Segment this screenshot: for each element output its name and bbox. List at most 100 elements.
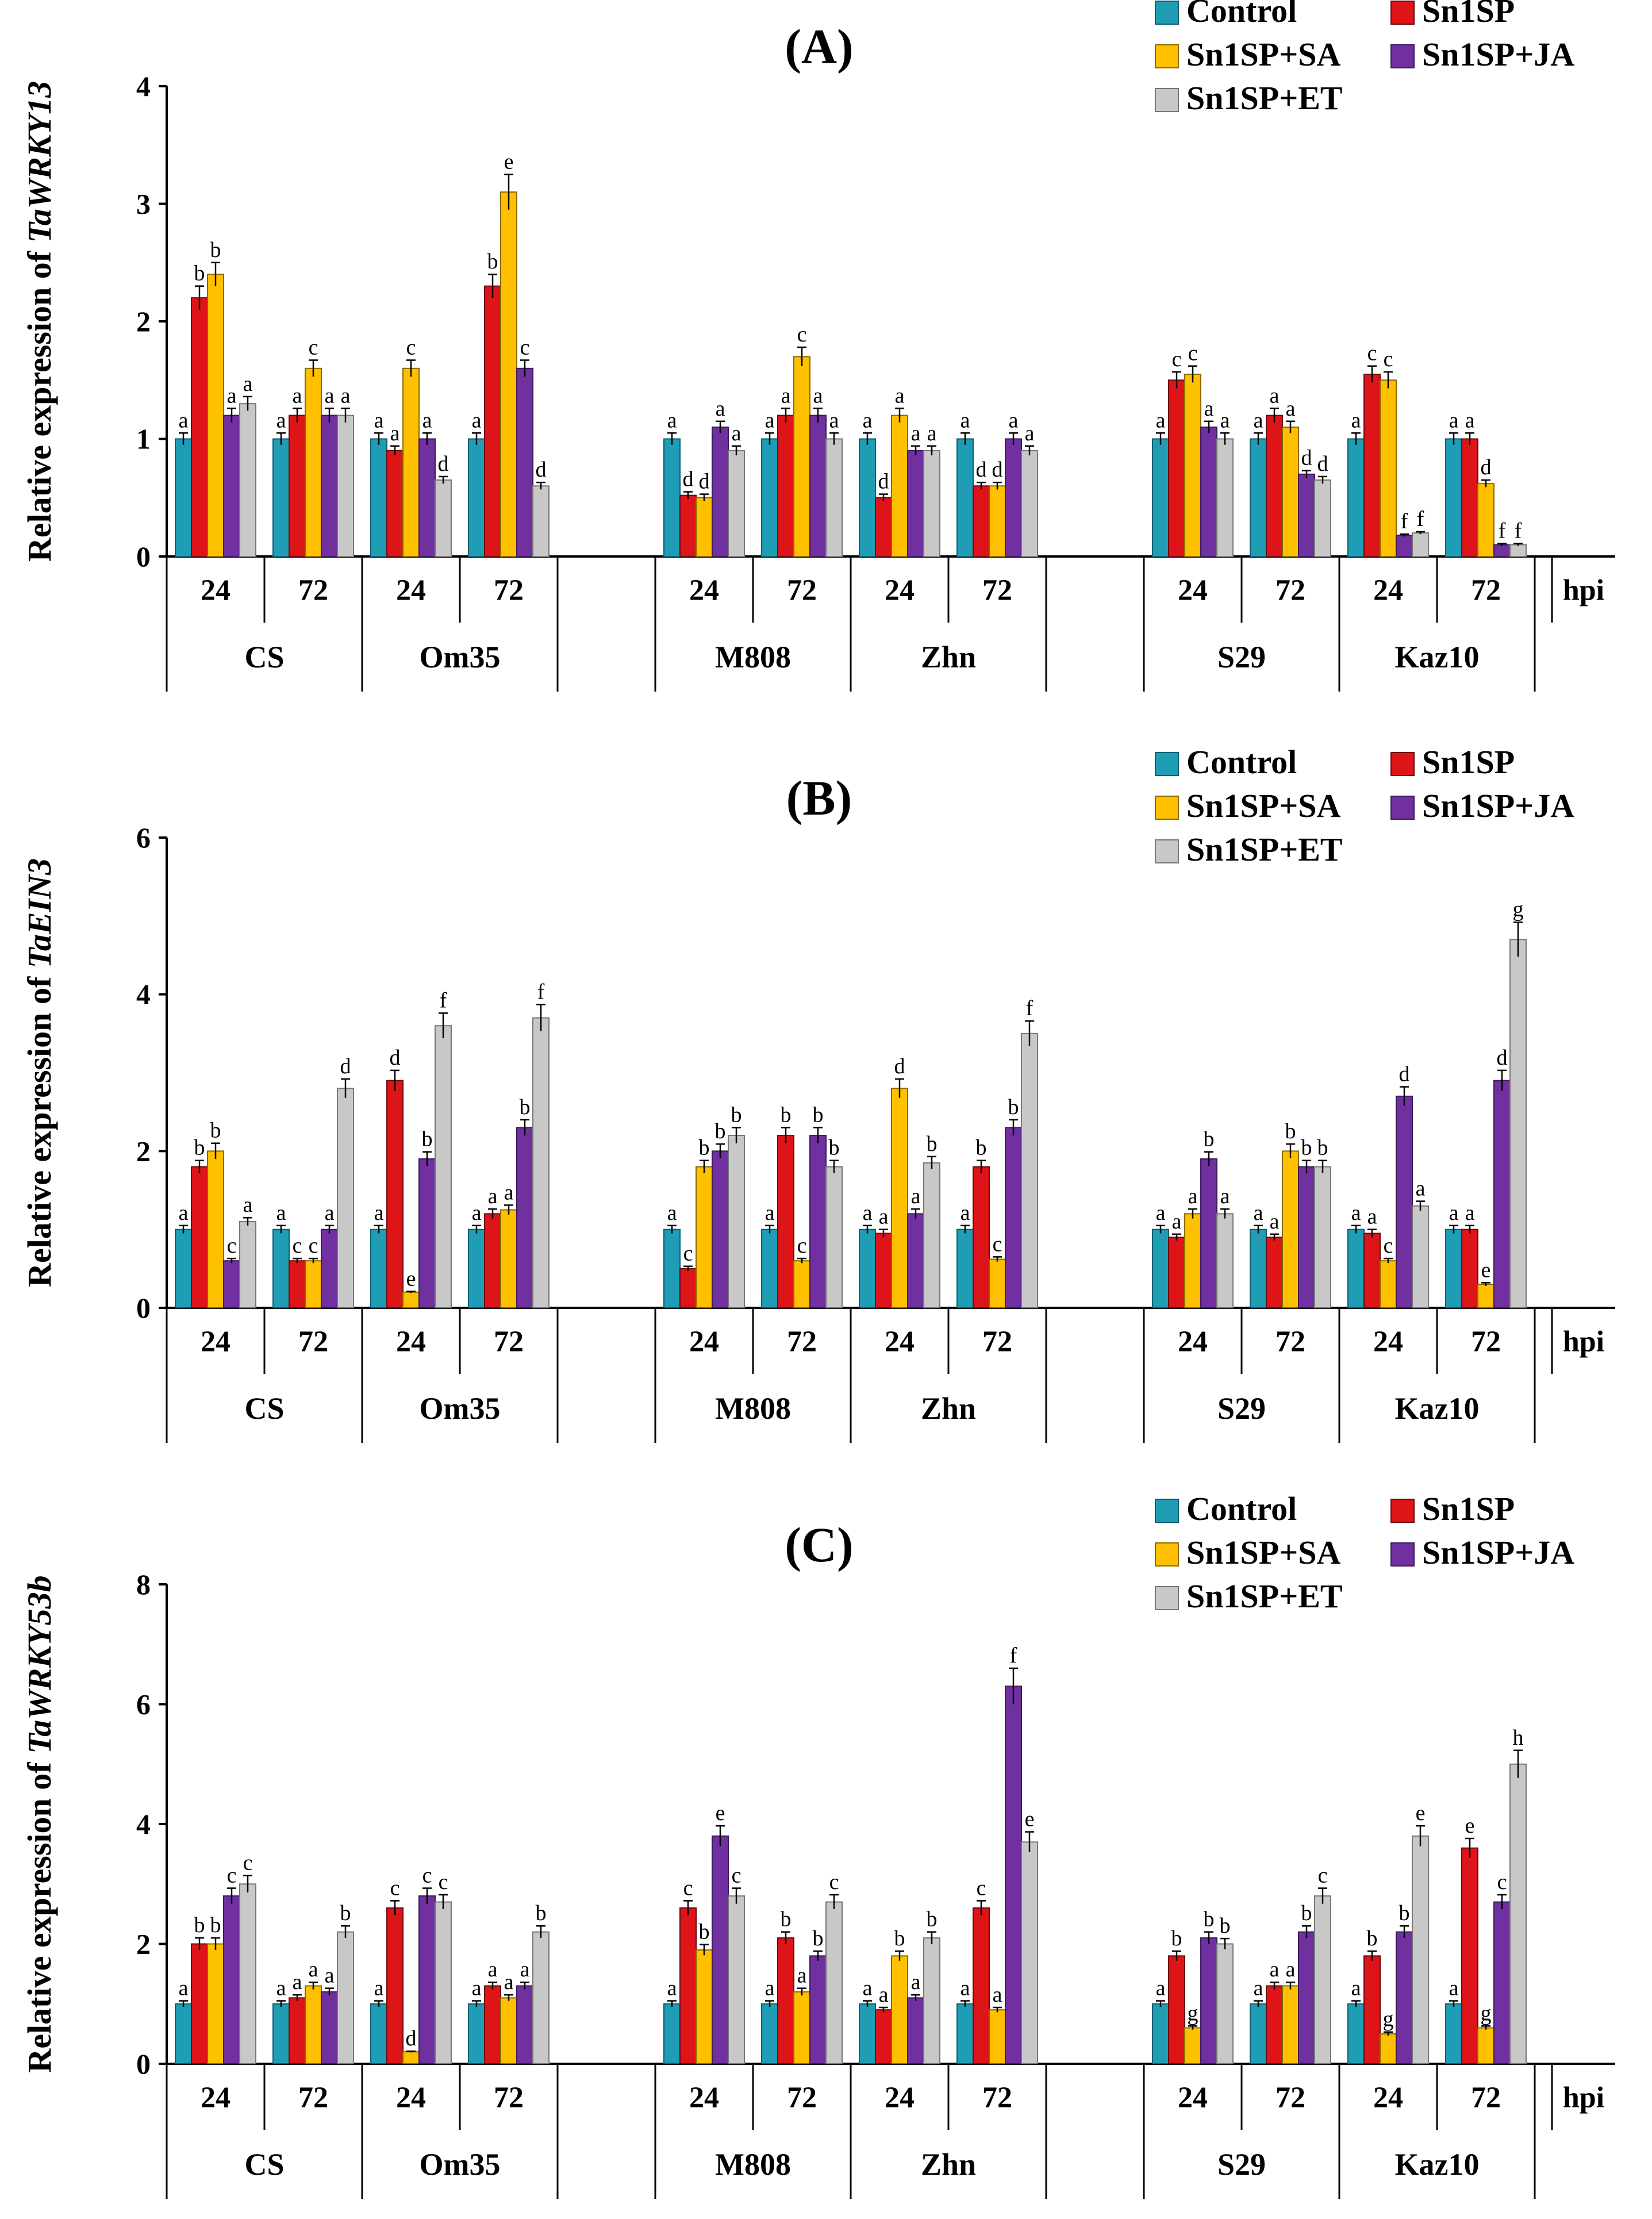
bar-Zhn-24-Sn1SP+JA	[907, 1213, 924, 1308]
significance-letter: c	[422, 1864, 432, 1888]
y-tick-label: 2	[136, 305, 151, 337]
time-label: 72	[1471, 2082, 1501, 2114]
significance-letter: a	[227, 383, 237, 408]
bar-Zhn-24-Sn1SP	[875, 497, 892, 557]
bar-M808-72-Sn1SP	[777, 414, 794, 557]
bar-CS-72-Sn1SP+ET	[337, 1931, 354, 2064]
bar-CS-72-Sn1SP+JA	[321, 1228, 338, 1309]
bar-Om35-72-Sn1SP	[484, 1985, 501, 2065]
time-label: 24	[1373, 574, 1403, 607]
time-label: 24	[885, 2082, 915, 2114]
legend-swatch	[1390, 1542, 1415, 1567]
significance-letter: c	[683, 1876, 693, 1900]
y-tick-label: 0	[136, 540, 151, 573]
significance-letter: g	[1383, 2007, 1394, 2032]
significance-letter: a	[325, 383, 335, 408]
bar-M808-24-Control	[663, 2003, 681, 2064]
significance-letter: d	[1317, 452, 1328, 476]
bar-CS-24-Sn1SP+SA	[207, 1943, 224, 2064]
significance-letter: e	[1416, 1801, 1426, 1825]
significance-letter: f	[1499, 519, 1506, 543]
bar-Om35-72-Sn1SP+SA	[500, 1209, 517, 1308]
bar-Om35-24-Sn1SP+ET	[435, 1025, 452, 1308]
bar-CS-24-Control	[175, 2003, 192, 2064]
significance-letter: d	[683, 467, 694, 492]
y-tick-label: 4	[136, 978, 151, 1011]
bar-Zhn-24-Sn1SP+ET	[923, 1162, 940, 1308]
bar-M808-72-Sn1SP+SA	[793, 356, 810, 557]
significance-letter: a	[472, 408, 482, 432]
y-axis-label-gene: TaWRKY53b	[21, 1575, 58, 1753]
bar-CS-24-Sn1SP	[191, 1943, 208, 2064]
significance-letter: a	[765, 1201, 775, 1225]
significance-letter: e	[1465, 1814, 1475, 1838]
significance-letter: a	[1156, 1976, 1166, 2001]
significance-letter: a	[993, 1983, 1002, 2007]
genotype-label: Zhn	[921, 640, 976, 674]
time-label: 72	[494, 2082, 524, 2114]
time-unit-label: hpi	[1563, 574, 1604, 607]
bar-CS-24-Sn1SP	[191, 297, 208, 557]
legend-swatch	[1155, 44, 1179, 68]
bar-M808-24-Sn1SP+SA	[696, 1949, 713, 2065]
significance-letter: a	[276, 1976, 286, 2001]
significance-letter: a	[374, 1976, 384, 2001]
time-label: 72	[1471, 1326, 1501, 1358]
time-unit-label: hpi	[1563, 2082, 1604, 2114]
time-label: 24	[689, 1326, 719, 1358]
time-label: 24	[396, 2082, 426, 2114]
bar-Kaz10-24-Sn1SP+JA	[1396, 1095, 1413, 1309]
significance-letter: b	[829, 1136, 840, 1160]
bar-Kaz10-72-Sn1SP+JA	[1493, 544, 1511, 557]
bar-Om35-72-Sn1SP+JA	[516, 1127, 533, 1309]
significance-letter: b	[536, 1901, 547, 1925]
significance-letter: a	[1254, 408, 1263, 432]
legend-label: Sn1SP+JA	[1422, 1534, 1574, 1571]
y-axis-label: Relative expression of TaWRKY13	[21, 81, 58, 562]
significance-letter: b	[340, 1901, 351, 1925]
bar-Zhn-72-Sn1SP+SA	[989, 485, 1006, 557]
legend-label: Sn1SP+JA	[1422, 36, 1574, 73]
bar-Zhn-72-Sn1SP+SA	[989, 2009, 1006, 2065]
bar-S29-72-Sn1SP	[1266, 1237, 1283, 1309]
bar-M808-72-Sn1SP	[777, 1937, 794, 2064]
bar-S29-24-Control	[1152, 2003, 1169, 2064]
significance-letter: a	[1351, 1976, 1361, 2001]
significance-letter: b	[1008, 1095, 1019, 1119]
bar-S29-72-Sn1SP+JA	[1298, 473, 1315, 557]
bar-S29-24-Sn1SP	[1168, 1237, 1185, 1309]
bar-M808-24-Sn1SP+JA	[712, 1150, 729, 1309]
bar-CS-72-Sn1SP+ET	[337, 414, 354, 557]
bar-Zhn-72-Sn1SP+JA	[1005, 1127, 1022, 1309]
bar-CS-24-Sn1SP+ET	[239, 403, 256, 558]
genotype-label: S29	[1217, 2147, 1266, 2182]
significance-letter: a	[961, 408, 970, 432]
time-label: 24	[201, 574, 230, 607]
bar-Zhn-24-Sn1SP	[875, 1233, 892, 1309]
significance-letter: a	[309, 1957, 318, 1982]
bar-Zhn-72-Sn1SP+JA	[1005, 438, 1022, 557]
time-label: 72	[298, 574, 328, 607]
time-label: 72	[982, 2082, 1012, 2114]
significance-letter: a	[667, 1201, 677, 1225]
bar-M808-24-Sn1SP+ET	[728, 1895, 745, 2065]
panel-3: (C)Relative expression of TaWRKY53b02468…	[21, 1490, 1615, 2199]
significance-letter: a	[863, 408, 873, 432]
significance-letter: a	[1172, 1210, 1182, 1234]
legend-label: Sn1SP+ET	[1186, 831, 1343, 868]
significance-letter: b	[813, 1103, 824, 1127]
bar-CS-24-Control	[175, 438, 192, 557]
significance-letter: a	[276, 408, 286, 432]
bar-S29-72-Sn1SP+SA	[1282, 427, 1299, 557]
y-axis-label-prefix: Relative expression of	[21, 968, 58, 1287]
significance-letter: a	[1286, 397, 1296, 421]
time-label: 24	[885, 574, 915, 607]
time-label: 24	[689, 574, 719, 607]
bar-Kaz10-24-Sn1SP+SA	[1380, 1260, 1397, 1308]
bar-S29-24-Sn1SP+JA	[1200, 427, 1217, 557]
bar-Zhn-72-Sn1SP+ET	[1021, 1841, 1038, 2064]
bar-S29-72-Sn1SP	[1266, 414, 1283, 557]
legend-swatch	[1390, 752, 1415, 776]
time-label: 72	[1471, 574, 1501, 607]
significance-letter: b	[194, 1913, 205, 1937]
